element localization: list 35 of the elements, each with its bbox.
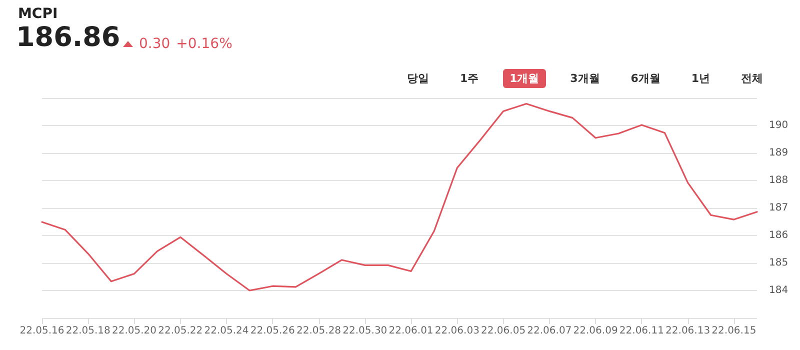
x-tick-label: 22.06.09 (573, 326, 618, 336)
text: 1년 (690, 71, 712, 87)
chart-subtitle: 186.86 (16, 22, 120, 53)
x-tick-label: 22.05.30 (342, 326, 388, 336)
text: 1개월 (502, 69, 546, 88)
text: 6개월 (630, 71, 662, 87)
y-tick-label: 185 (769, 258, 788, 268)
y-tick-label: 190 (769, 120, 788, 131)
text: 1주 (458, 71, 480, 87)
x-tick-label: 22.06.11 (619, 326, 664, 336)
x-tick-label: 22.05.16 (20, 326, 64, 336)
chart-title: MCPI (18, 6, 58, 22)
x-tick-label: 22.05.22 (158, 326, 203, 336)
x-tick-label: 22.06.01 (388, 326, 434, 336)
y-tick-label: 188 (769, 175, 788, 186)
x-tick-label: 22.05.20 (112, 326, 157, 336)
x-tick-label: 22.06.05 (481, 326, 526, 336)
x-tick-label: 22.06.07 (527, 326, 572, 336)
y-tick-label: 187 (769, 202, 788, 214)
x-tick-label: 22.06.03 (434, 326, 480, 336)
text: 0.30 (139, 36, 170, 52)
y-tick-label: 189 (769, 148, 788, 158)
x-tick-label: 22.06.15 (712, 326, 756, 336)
y-tick-label: 186 (769, 230, 788, 241)
y-tick-label: 184 (769, 285, 788, 296)
text: 당일 (406, 71, 430, 87)
x-tick-label: 22.06.13 (666, 326, 710, 336)
x-tick-label: 22.05.24 (204, 326, 249, 336)
text: +0.16% (176, 36, 232, 52)
x-tick-label: 22.05.28 (296, 326, 342, 336)
text: 3개월 (569, 71, 601, 87)
x-tick-label: 22.05.26 (250, 326, 295, 336)
text: 전체 (740, 71, 764, 87)
x-tick-label: 22.05.18 (66, 326, 110, 336)
line-series (41, 102, 758, 292)
